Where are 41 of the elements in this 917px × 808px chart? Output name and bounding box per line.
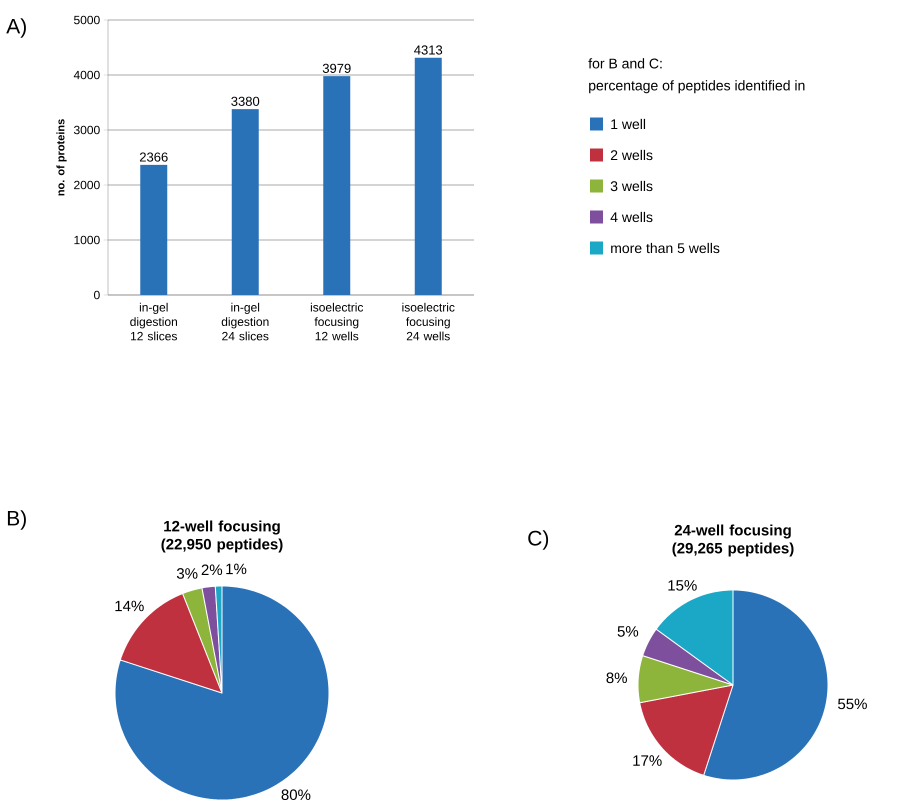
text: B) (8, 510, 26, 530)
y-tick-label: 3000 (74, 126, 100, 134)
bar (140, 164, 168, 295)
y-tick-label: 5000 (74, 16, 100, 24)
data-label: 8% (606, 672, 627, 684)
bar (232, 109, 259, 295)
data-label: 3380 (231, 96, 260, 106)
y-tick-label: 0 (94, 290, 100, 300)
x-tick-label: in-gel digestion 24 slices (222, 302, 268, 340)
y-tick-label: 4000 (74, 70, 100, 80)
data-label: 80% (282, 789, 310, 800)
y-tick-label: 1000 (74, 236, 100, 244)
data-label: 3% (176, 568, 198, 579)
data-label: 2366 (140, 152, 168, 162)
text: C) (528, 530, 548, 550)
data-label: 5% (618, 626, 638, 637)
bar (414, 58, 442, 295)
data-label: 55% (838, 698, 867, 710)
x-tick-label: isoelectric focusing 24 wells (402, 302, 455, 340)
x-tick-label: isoelectric focusing 12 wells (310, 302, 364, 340)
bar (323, 76, 350, 295)
text: 24-well focusing (29,265 peptides) (672, 524, 794, 556)
data-label: 17% (633, 755, 662, 766)
text: A) (6, 18, 26, 38)
data-label: 15% (668, 580, 697, 591)
data-label: 14% (115, 600, 144, 612)
data-label: 1% (226, 564, 246, 574)
legend-label: 1 well (611, 118, 646, 130)
legend-label: 2 wells (610, 150, 652, 160)
y-tick-label: 2000 (74, 180, 100, 190)
legend-title: percentage of peptides identified in (589, 80, 804, 94)
data-label: 3979 (322, 64, 351, 73)
x-tick-label: in-gel digestion 12 slices (130, 302, 177, 340)
text: for B and C: (588, 58, 662, 68)
data-label: 2% (202, 564, 222, 576)
y-axis-title: no. of proteins (56, 119, 67, 196)
legend-label: more than 5 wells (611, 242, 720, 254)
data-label: 4313 (414, 45, 442, 55)
legend-label: 3 wells (610, 180, 652, 192)
chart-title: 12-well focusing (22,950 peptides) (161, 520, 283, 552)
legend-label: 4 wells (610, 212, 652, 222)
